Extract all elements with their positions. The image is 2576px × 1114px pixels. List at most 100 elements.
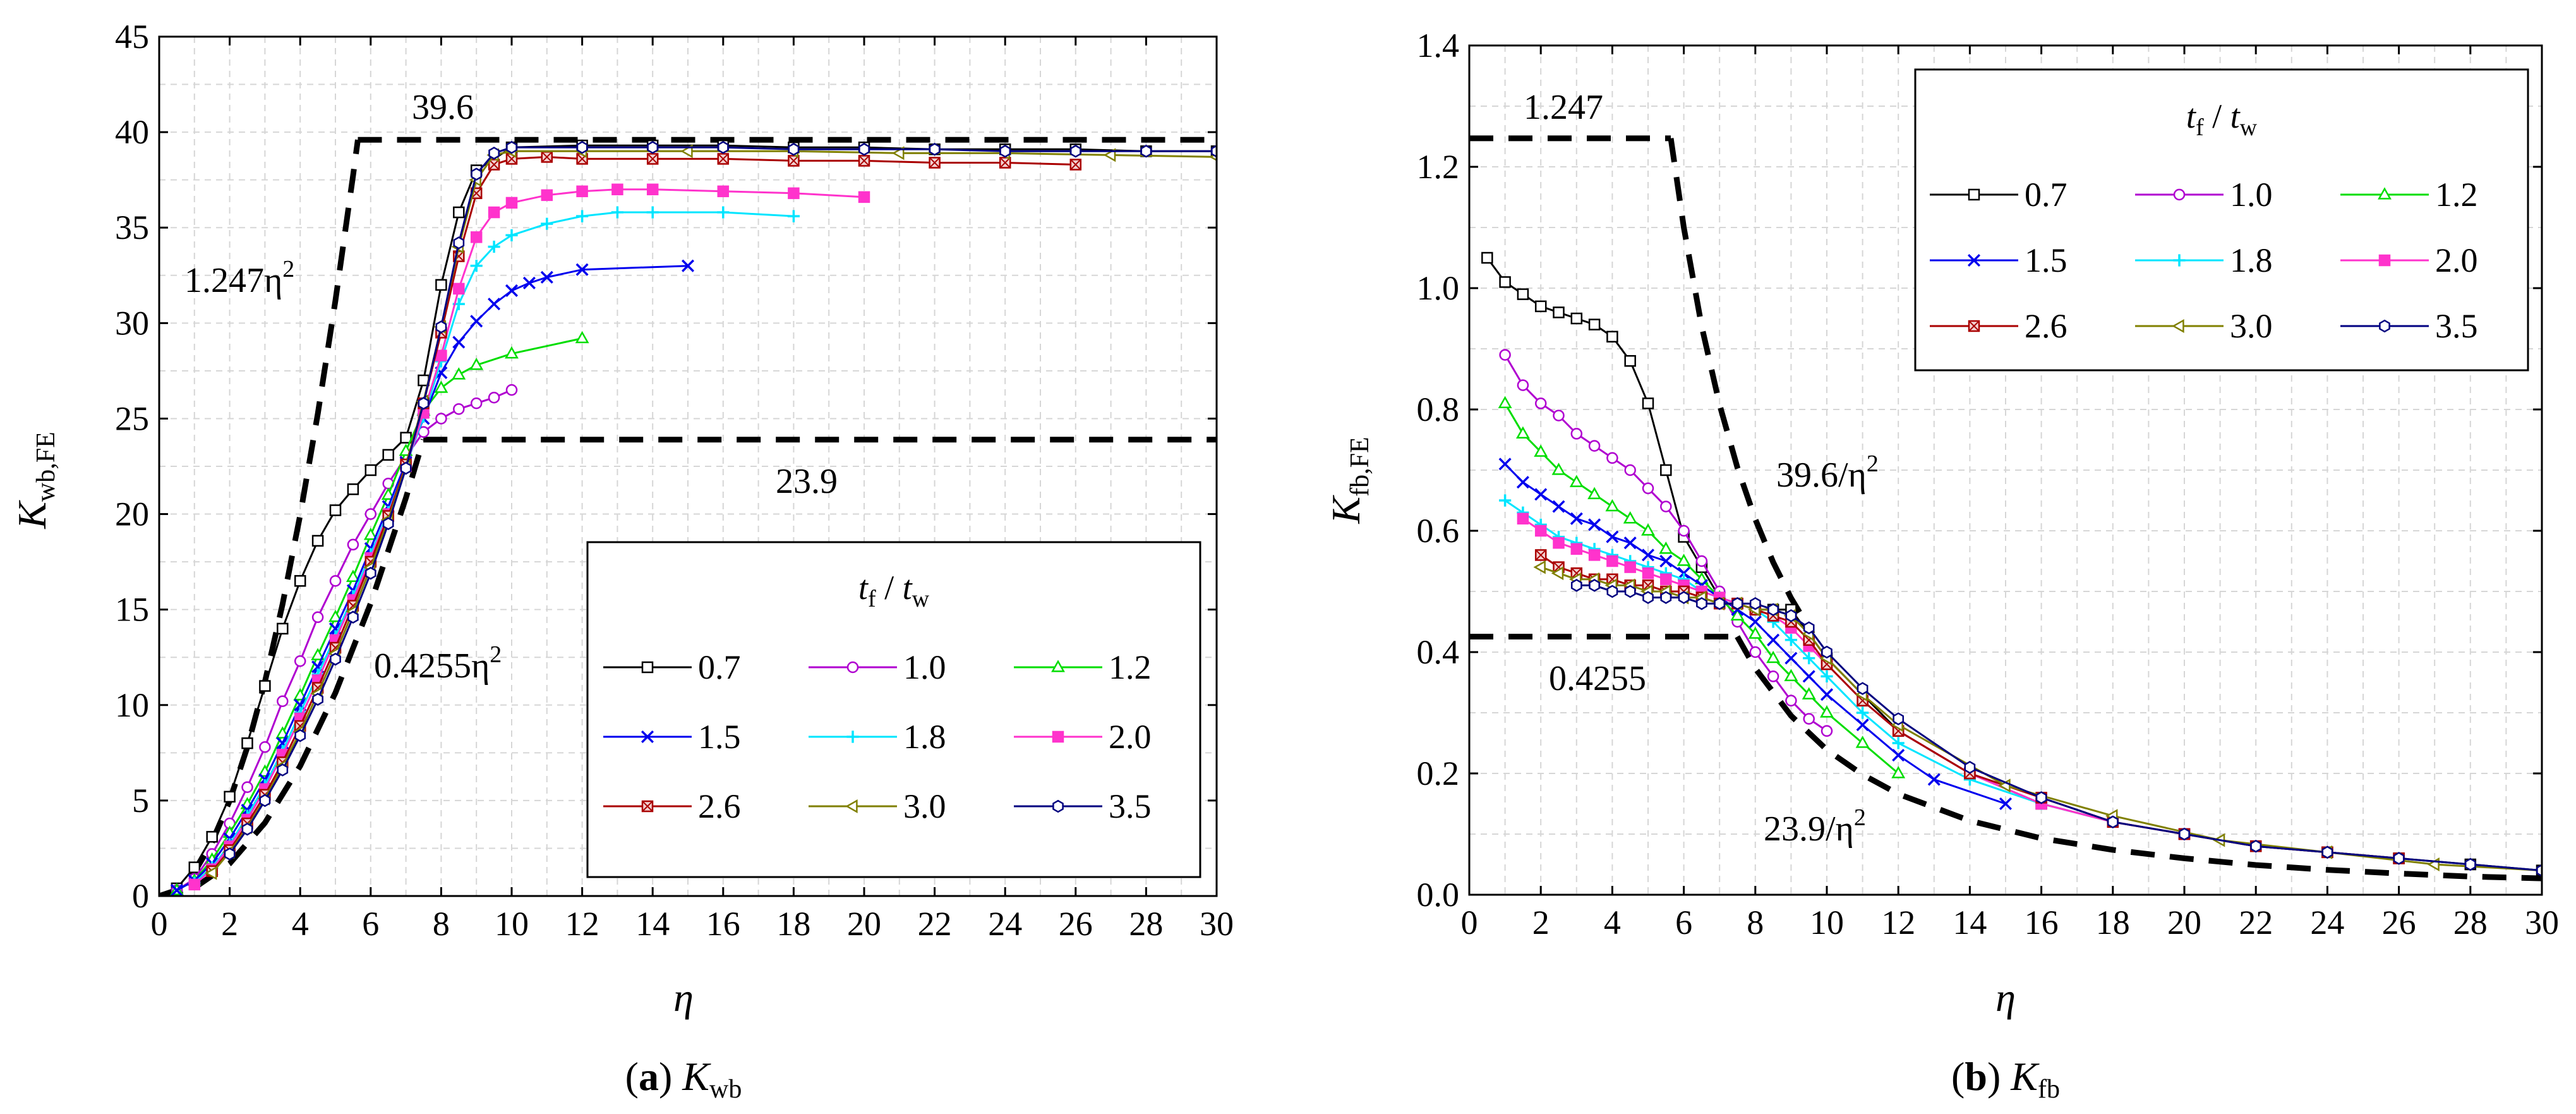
- annotation-b-396: 39.6/η2: [1776, 451, 1879, 495]
- data-point: [452, 367, 466, 380]
- data-point: [435, 413, 447, 425]
- legend-marker: [641, 661, 654, 674]
- legend-item-2.0: 2.0: [1014, 718, 1152, 756]
- legend-label: 0.7: [2025, 176, 2067, 214]
- x-tick-label: 28: [1129, 905, 1163, 943]
- data-point: [206, 831, 218, 843]
- data-point: [1588, 318, 1601, 330]
- data-point: [1641, 523, 1655, 536]
- data-point: [576, 210, 589, 222]
- data-point: [717, 185, 730, 198]
- data-point: [1767, 633, 1780, 646]
- data-point: [1694, 572, 1709, 584]
- data-point: [1551, 463, 1566, 475]
- data-point: [347, 483, 359, 495]
- data-point: [646, 183, 659, 196]
- y-tick-label: 0.2: [1417, 754, 1460, 792]
- legend-marker: [2173, 254, 2186, 267]
- data-point: [575, 330, 589, 344]
- data-point: [1642, 591, 1654, 604]
- data-point: [1642, 567, 1654, 579]
- y-tick-label: 30: [115, 304, 149, 342]
- data-point: [788, 143, 800, 156]
- legend-marker: [641, 800, 654, 813]
- x-tick-label: 24: [988, 905, 1022, 943]
- x-tick-label: 10: [1810, 904, 1844, 941]
- legend-item-1.5: 1.5: [1930, 241, 2067, 279]
- data-point: [541, 189, 553, 202]
- data-point: [381, 487, 395, 500]
- caption-a: (a) Kwb: [625, 1054, 742, 1104]
- data-point: [294, 729, 306, 742]
- data-point: [1534, 488, 1548, 501]
- legend-marker: [2173, 188, 2186, 201]
- x-tick-label: 6: [362, 905, 379, 943]
- legend-item-1.0: 1.0: [2135, 176, 2273, 214]
- x-tick-label: 10: [495, 905, 529, 943]
- data-point: [1606, 555, 1618, 567]
- data-point: [204, 866, 217, 880]
- legend-label: 1.2: [2435, 176, 2478, 214]
- annotation-b-1247: 1.247: [1524, 88, 1603, 127]
- data-point: [382, 517, 394, 530]
- legend-label: 1.0: [903, 648, 946, 686]
- data-point: [363, 528, 378, 540]
- data-point: [488, 298, 501, 311]
- data-point: [1624, 354, 1636, 367]
- data-point: [646, 206, 659, 219]
- data-point: [488, 240, 500, 253]
- series-line: [1576, 584, 2542, 872]
- annotation-a-04255: 0.4255η2: [374, 641, 502, 686]
- data-point: [435, 279, 447, 291]
- x-tick-label: 14: [1953, 904, 1987, 941]
- data-point: [470, 397, 483, 409]
- data-point: [488, 206, 500, 219]
- annotation-b-04255: 0.4255: [1549, 659, 1646, 698]
- data-point: [1570, 312, 1583, 325]
- y-tick-label: 5: [132, 782, 149, 820]
- legend-marker: [641, 730, 654, 744]
- data-point: [1551, 566, 1564, 581]
- data-point: [1570, 512, 1583, 525]
- data-point: [1570, 543, 1583, 555]
- data-point: [929, 157, 941, 169]
- x-tick-label: 18: [2096, 904, 2130, 941]
- data-point: [505, 284, 519, 297]
- caption-b: (b) Kfb: [1951, 1054, 2060, 1104]
- data-point: [453, 282, 465, 295]
- legend-a: tf / tw 0.7 1.0 1.2 1.5 1.8 2.0 2.6 3.0 3.5: [586, 541, 1201, 878]
- data-point: [241, 822, 253, 836]
- legend-label: 1.5: [2025, 241, 2067, 279]
- data-point: [647, 141, 659, 154]
- data-point: [259, 741, 271, 753]
- data-point: [224, 790, 236, 803]
- data-point: [1748, 615, 1762, 629]
- data-point: [680, 144, 693, 159]
- x-axis-title-b: η: [1995, 975, 2016, 1020]
- data-point: [1749, 596, 1761, 610]
- annotation-a-1247: 1.247η2: [184, 256, 294, 300]
- data-point: [1855, 736, 1870, 748]
- data-point: [1516, 476, 1529, 489]
- data-point: [364, 508, 377, 520]
- data-point: [277, 695, 289, 707]
- data-point: [259, 794, 271, 808]
- data-point: [2393, 852, 2405, 865]
- data-point: [2536, 864, 2542, 877]
- reference-curve: [159, 439, 426, 896]
- data-point: [1569, 475, 1584, 487]
- ticks-b: 0 2 4 6 8 10 12 14 16 18 20 22 24 26 28 300.00.20.40.60…: [1417, 27, 2560, 941]
- ticks-a: 0 2 4 6 8 10 12 14 16 18 20 22 24 26 28 300510152025303…: [115, 18, 1234, 943]
- data-point: [1588, 518, 1601, 531]
- data-point: [488, 147, 500, 160]
- x-tick-label: 16: [706, 905, 740, 943]
- annotation-a-23-9: 23.9: [776, 462, 838, 501]
- legend-item-3.5: 3.5: [2340, 307, 2478, 345]
- data-point: [453, 236, 465, 250]
- data-point: [506, 141, 517, 154]
- data-point: [2250, 839, 2262, 853]
- legend-marker: [2172, 319, 2184, 333]
- y-tick-label: 40: [115, 113, 149, 151]
- data-point: [329, 504, 342, 516]
